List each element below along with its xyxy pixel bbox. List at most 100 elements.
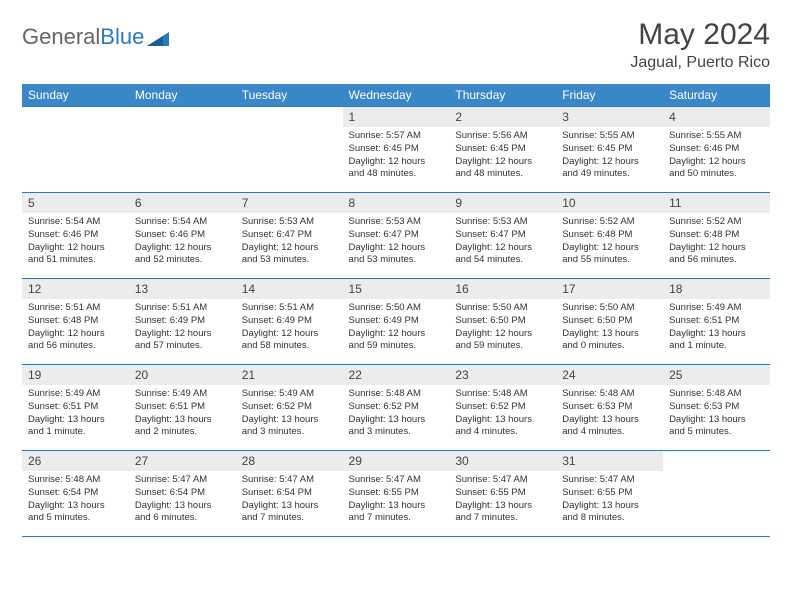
day-number: 3 [556,107,663,127]
weekday-header-row: Sunday Monday Tuesday Wednesday Thursday… [22,84,770,107]
calendar-cell: 29Sunrise: 5:47 AMSunset: 6:55 PMDayligh… [343,451,450,537]
weekday-header: Tuesday [236,84,343,107]
day-details: Sunrise: 5:55 AMSunset: 6:45 PMDaylight:… [556,127,663,185]
logo-triangle-icon [147,28,169,46]
calendar-cell: 31Sunrise: 5:47 AMSunset: 6:55 PMDayligh… [556,451,663,537]
weekday-header: Monday [129,84,236,107]
day-number: 11 [663,193,770,213]
day-number: 17 [556,279,663,299]
calendar-cell: 11Sunrise: 5:52 AMSunset: 6:48 PMDayligh… [663,193,770,279]
calendar-cell: 12Sunrise: 5:51 AMSunset: 6:48 PMDayligh… [22,279,129,365]
day-details: Sunrise: 5:53 AMSunset: 6:47 PMDaylight:… [343,213,450,271]
calendar-cell: 22Sunrise: 5:48 AMSunset: 6:52 PMDayligh… [343,365,450,451]
calendar-cell: 17Sunrise: 5:50 AMSunset: 6:50 PMDayligh… [556,279,663,365]
day-details: Sunrise: 5:48 AMSunset: 6:53 PMDaylight:… [556,385,663,443]
day-details: Sunrise: 5:53 AMSunset: 6:47 PMDaylight:… [449,213,556,271]
day-number: 8 [343,193,450,213]
calendar-cell: 1Sunrise: 5:57 AMSunset: 6:45 PMDaylight… [343,107,450,193]
header: GeneralBlue May 2024 Jagual, Puerto Rico [22,18,770,72]
calendar-cell [129,107,236,193]
weekday-header: Saturday [663,84,770,107]
day-number: 28 [236,451,343,471]
day-number: 25 [663,365,770,385]
calendar-row: 5Sunrise: 5:54 AMSunset: 6:46 PMDaylight… [22,193,770,279]
day-number: 18 [663,279,770,299]
calendar-row: 19Sunrise: 5:49 AMSunset: 6:51 PMDayligh… [22,365,770,451]
day-details: Sunrise: 5:49 AMSunset: 6:51 PMDaylight:… [129,385,236,443]
day-number: 19 [22,365,129,385]
day-details: Sunrise: 5:48 AMSunset: 6:54 PMDaylight:… [22,471,129,529]
day-number: 1 [343,107,450,127]
calendar-cell: 15Sunrise: 5:50 AMSunset: 6:49 PMDayligh… [343,279,450,365]
day-number: 27 [129,451,236,471]
day-number: 9 [449,193,556,213]
calendar-cell: 19Sunrise: 5:49 AMSunset: 6:51 PMDayligh… [22,365,129,451]
day-details: Sunrise: 5:56 AMSunset: 6:45 PMDaylight:… [449,127,556,185]
day-details: Sunrise: 5:47 AMSunset: 6:55 PMDaylight:… [556,471,663,529]
day-number: 23 [449,365,556,385]
calendar-cell: 25Sunrise: 5:48 AMSunset: 6:53 PMDayligh… [663,365,770,451]
calendar-cell: 7Sunrise: 5:53 AMSunset: 6:47 PMDaylight… [236,193,343,279]
calendar-cell: 6Sunrise: 5:54 AMSunset: 6:46 PMDaylight… [129,193,236,279]
month-title: May 2024 [630,18,770,52]
day-number: 15 [343,279,450,299]
day-number: 29 [343,451,450,471]
calendar-cell: 24Sunrise: 5:48 AMSunset: 6:53 PMDayligh… [556,365,663,451]
calendar-cell: 23Sunrise: 5:48 AMSunset: 6:52 PMDayligh… [449,365,556,451]
day-number: 24 [556,365,663,385]
day-details: Sunrise: 5:52 AMSunset: 6:48 PMDaylight:… [663,213,770,271]
calendar-cell: 14Sunrise: 5:51 AMSunset: 6:49 PMDayligh… [236,279,343,365]
day-number: 31 [556,451,663,471]
calendar-cell: 28Sunrise: 5:47 AMSunset: 6:54 PMDayligh… [236,451,343,537]
day-details: Sunrise: 5:52 AMSunset: 6:48 PMDaylight:… [556,213,663,271]
day-number: 7 [236,193,343,213]
day-details: Sunrise: 5:51 AMSunset: 6:49 PMDaylight:… [129,299,236,357]
day-number: 4 [663,107,770,127]
calendar-cell: 4Sunrise: 5:55 AMSunset: 6:46 PMDaylight… [663,107,770,193]
calendar-table: Sunday Monday Tuesday Wednesday Thursday… [22,84,770,537]
day-details: Sunrise: 5:50 AMSunset: 6:50 PMDaylight:… [556,299,663,357]
brand-part1: General [22,24,100,50]
day-number: 16 [449,279,556,299]
day-number: 13 [129,279,236,299]
calendar-cell: 13Sunrise: 5:51 AMSunset: 6:49 PMDayligh… [129,279,236,365]
calendar-cell: 5Sunrise: 5:54 AMSunset: 6:46 PMDaylight… [22,193,129,279]
day-details: Sunrise: 5:49 AMSunset: 6:52 PMDaylight:… [236,385,343,443]
day-details: Sunrise: 5:51 AMSunset: 6:48 PMDaylight:… [22,299,129,357]
day-number: 20 [129,365,236,385]
day-number: 2 [449,107,556,127]
calendar-cell [663,451,770,537]
day-details: Sunrise: 5:54 AMSunset: 6:46 PMDaylight:… [22,213,129,271]
calendar-cell: 30Sunrise: 5:47 AMSunset: 6:55 PMDayligh… [449,451,556,537]
day-number: 6 [129,193,236,213]
location: Jagual, Puerto Rico [630,54,770,72]
day-number: 10 [556,193,663,213]
day-details: Sunrise: 5:47 AMSunset: 6:55 PMDaylight:… [343,471,450,529]
day-number: 26 [22,451,129,471]
day-details: Sunrise: 5:48 AMSunset: 6:52 PMDaylight:… [343,385,450,443]
calendar-cell: 20Sunrise: 5:49 AMSunset: 6:51 PMDayligh… [129,365,236,451]
calendar-body: 1Sunrise: 5:57 AMSunset: 6:45 PMDaylight… [22,107,770,537]
calendar-cell: 10Sunrise: 5:52 AMSunset: 6:48 PMDayligh… [556,193,663,279]
weekday-header: Wednesday [343,84,450,107]
day-details: Sunrise: 5:53 AMSunset: 6:47 PMDaylight:… [236,213,343,271]
calendar-cell [22,107,129,193]
calendar-cell: 3Sunrise: 5:55 AMSunset: 6:45 PMDaylight… [556,107,663,193]
weekday-header: Sunday [22,84,129,107]
calendar-cell: 18Sunrise: 5:49 AMSunset: 6:51 PMDayligh… [663,279,770,365]
day-details: Sunrise: 5:54 AMSunset: 6:46 PMDaylight:… [129,213,236,271]
calendar-cell: 8Sunrise: 5:53 AMSunset: 6:47 PMDaylight… [343,193,450,279]
calendar-row: 1Sunrise: 5:57 AMSunset: 6:45 PMDaylight… [22,107,770,193]
calendar-row: 26Sunrise: 5:48 AMSunset: 6:54 PMDayligh… [22,451,770,537]
calendar-cell: 27Sunrise: 5:47 AMSunset: 6:54 PMDayligh… [129,451,236,537]
day-details: Sunrise: 5:47 AMSunset: 6:54 PMDaylight:… [129,471,236,529]
calendar-cell: 26Sunrise: 5:48 AMSunset: 6:54 PMDayligh… [22,451,129,537]
day-number: 12 [22,279,129,299]
day-number: 21 [236,365,343,385]
day-details: Sunrise: 5:49 AMSunset: 6:51 PMDaylight:… [663,299,770,357]
calendar-cell: 16Sunrise: 5:50 AMSunset: 6:50 PMDayligh… [449,279,556,365]
calendar-row: 12Sunrise: 5:51 AMSunset: 6:48 PMDayligh… [22,279,770,365]
day-details: Sunrise: 5:47 AMSunset: 6:54 PMDaylight:… [236,471,343,529]
day-details: Sunrise: 5:51 AMSunset: 6:49 PMDaylight:… [236,299,343,357]
day-details: Sunrise: 5:49 AMSunset: 6:51 PMDaylight:… [22,385,129,443]
